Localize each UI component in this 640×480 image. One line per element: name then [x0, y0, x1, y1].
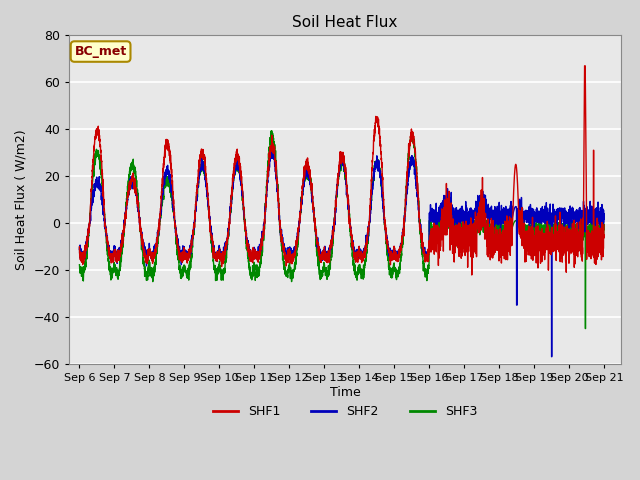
- SHF3: [268, 128, 275, 133]
- SHF3: [76, 262, 83, 268]
- Text: BC_met: BC_met: [74, 45, 127, 58]
- Line: SHF2: SHF2: [79, 148, 604, 357]
- SHF2: [268, 145, 276, 151]
- SHF3: [582, 325, 589, 331]
- SHF2: [600, 213, 607, 218]
- SHF1: [76, 244, 83, 250]
- SHF1: [170, 200, 177, 206]
- SHF1: [430, 220, 438, 226]
- SHF1: [489, 241, 497, 247]
- SHF3: [489, 228, 497, 234]
- SHF1: [468, 272, 476, 278]
- SHF1: [580, 63, 588, 69]
- SHF1: [600, 246, 607, 252]
- SHF3: [170, 208, 177, 214]
- Y-axis label: Soil Heat Flux ( W/m2): Soil Heat Flux ( W/m2): [15, 129, 28, 270]
- SHF2: [600, 216, 608, 222]
- SHF2: [430, 213, 438, 219]
- SHF2: [170, 205, 177, 211]
- SHF3: [430, 224, 438, 230]
- SHF3: [600, 227, 608, 233]
- SHF2: [548, 354, 556, 360]
- SHF2: [489, 212, 497, 218]
- SHF2: [76, 246, 83, 252]
- SHF1: [322, 253, 330, 259]
- SHF2: [322, 254, 330, 260]
- Legend: SHF1, SHF2, SHF3: SHF1, SHF2, SHF3: [208, 400, 483, 423]
- Line: SHF3: SHF3: [79, 131, 604, 328]
- SHF3: [322, 265, 330, 271]
- Line: SHF1: SHF1: [79, 66, 604, 275]
- Title: Soil Heat Flux: Soil Heat Flux: [292, 15, 398, 30]
- X-axis label: Time: Time: [330, 385, 360, 398]
- SHF2: [460, 209, 467, 215]
- SHF3: [600, 233, 607, 239]
- SHF3: [460, 226, 467, 231]
- SHF1: [459, 243, 467, 249]
- SHF1: [600, 222, 608, 228]
